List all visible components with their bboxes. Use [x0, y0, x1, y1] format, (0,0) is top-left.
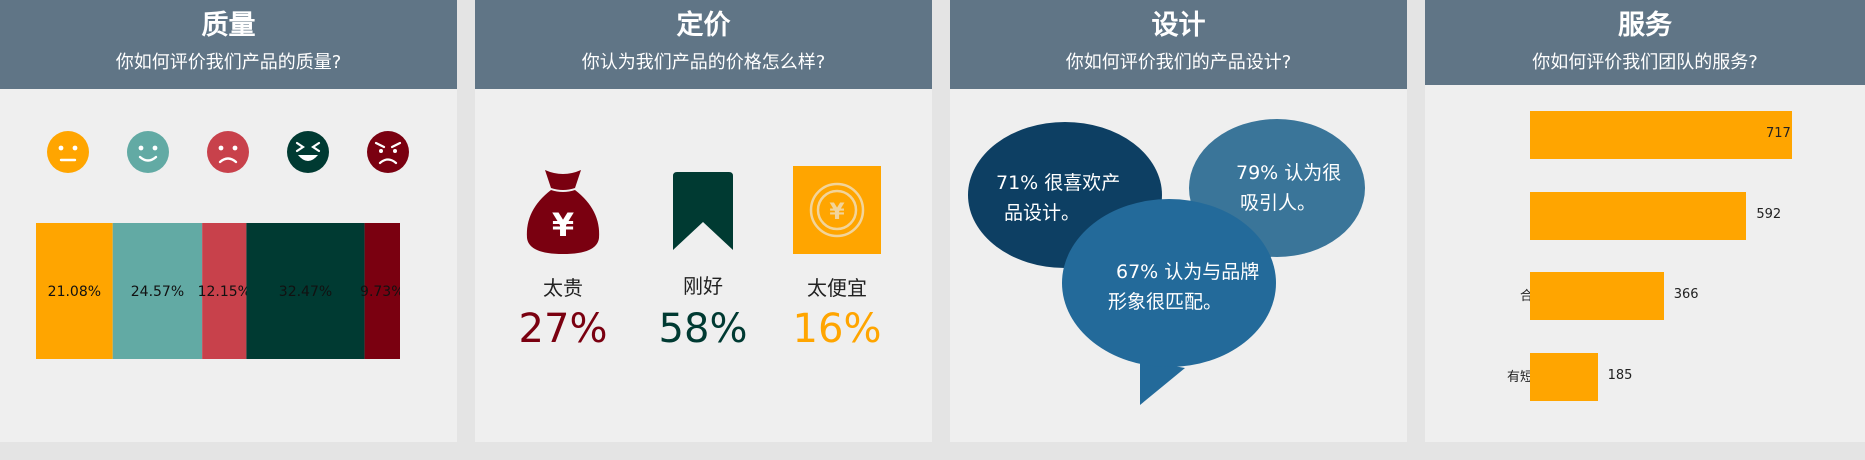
service-bar-value-0: 717	[1766, 126, 1791, 141]
smiling-face-icon	[127, 131, 169, 173]
quality-segment-4	[364, 223, 400, 359]
quality-segment-label-0: 21.08%	[48, 284, 101, 300]
sad-face-icon	[207, 131, 249, 173]
quality-segment-label-2: 12.15%	[198, 284, 251, 300]
quality-stacked-bar-chart: 21.08% 24.57% 12.15% 32.47% 9.73%	[36, 223, 400, 359]
quality-segment-label-1: 24.57%	[131, 284, 184, 300]
bookmark-icon	[673, 172, 733, 250]
quality-face-icons	[47, 131, 409, 173]
pricing-panel: 定价 你认为我们产品的价格怎么样? ¥ ¥ 太贵 刚好 太便宜 27% 58% …	[475, 0, 932, 442]
price-label-expensive: 太贵	[543, 276, 583, 300]
service-bar-2	[1530, 272, 1664, 320]
quality-subtitle: 你如何评价我们产品的质量?	[115, 52, 342, 73]
bubble-line2-71: 品设计。	[1004, 202, 1081, 224]
service-subtitle: 你如何评价我们团队的服务?	[1532, 52, 1758, 73]
bubble-text-79: 79% 认为很 吸引人。	[1236, 158, 1366, 218]
price-pct-expensive: 27%	[518, 306, 608, 352]
svg-text:¥: ¥	[552, 206, 574, 244]
svg-text:¥: ¥	[829, 200, 845, 225]
money-bag-icon: ¥	[526, 170, 600, 254]
neutral-face-icon	[47, 131, 89, 173]
price-pct-just-right: 58%	[658, 306, 748, 352]
speech-bubble-67	[1062, 199, 1276, 405]
quality-segment-1	[112, 223, 203, 359]
service-bar-value-1: 592	[1756, 206, 1782, 222]
bubble-line2-67: 形象很匹配。	[1108, 291, 1223, 313]
angry-face-icon	[367, 131, 409, 173]
quality-segment-label-3: 32.47%	[279, 284, 332, 300]
bubble-line1-67: 认为与品牌	[1164, 261, 1260, 283]
service-bar-0	[1530, 111, 1792, 159]
bubble-pct-79: 79%	[1236, 162, 1279, 184]
pricing-subtitle: 你认为我们产品的价格怎么样?	[581, 52, 826, 73]
service-bar-value-3: 185	[1607, 367, 1633, 383]
laughing-face-icon	[287, 131, 329, 173]
service-header: 服务 你如何评价我们团队的服务?	[1425, 0, 1865, 85]
bubble-line1-71: 很喜欢产	[1044, 172, 1121, 194]
pricing-title: 定价	[676, 10, 731, 41]
service-bar-1	[1530, 191, 1747, 240]
pricing-header: 定价 你认为我们产品的价格怎么样?	[475, 0, 932, 89]
quality-segment-label-4: 9.73%	[360, 284, 400, 300]
quality-title: 质量	[201, 10, 256, 41]
quality-panel: 质量 你如何评价我们产品的质量?	[0, 0, 457, 442]
bubble-text-71: 71% 很喜欢产 品设计。	[996, 168, 1156, 228]
price-pct-cheap: 16%	[792, 306, 882, 352]
design-panel: 设计 你如何评价我们的产品设计? 71% 很喜欢产 品设计。 79% 认为很 吸…	[950, 0, 1407, 442]
service-panel: 服务 你如何评价我们团队的服务? 很友善 用户化的 合格过得去 有短暂的等待 7…	[1425, 0, 1865, 442]
quality-segment-3	[246, 223, 365, 359]
service-bar-3	[1530, 352, 1598, 401]
bubble-pct-71: 71%	[996, 172, 1039, 194]
bubble-pct-67: 67%	[1116, 261, 1159, 283]
coin-icon: ¥	[793, 166, 881, 254]
design-title: 设计	[1151, 10, 1206, 41]
quality-segment-0	[36, 223, 113, 359]
quality-header: 质量 你如何评价我们产品的质量?	[0, 0, 457, 89]
service-bar-value-2: 366	[1673, 287, 1699, 302]
bubble-line2-79: 吸引人。	[1240, 192, 1317, 214]
design-subtitle: 你如何评价我们的产品设计?	[1065, 52, 1292, 73]
bubble-text-67: 67% 认为与品牌 形象很匹配。	[1108, 257, 1288, 317]
speech-bubbles	[968, 119, 1365, 405]
quality-segment-2	[202, 223, 247, 359]
price-label-just-right: 刚好	[683, 274, 723, 298]
service-title: 服务	[1618, 10, 1672, 41]
design-header: 设计 你如何评价我们的产品设计?	[950, 0, 1407, 89]
price-label-cheap: 太便宜	[807, 276, 867, 300]
bubble-line1-79: 认为很	[1284, 162, 1342, 184]
